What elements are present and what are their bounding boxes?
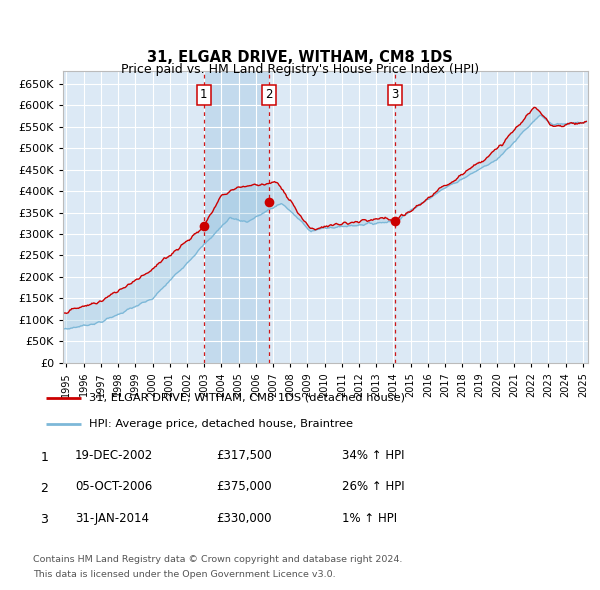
Text: HPI: Average price, detached house, Braintree: HPI: Average price, detached house, Brai… (89, 419, 353, 429)
Text: £317,500: £317,500 (216, 449, 272, 462)
Text: 3: 3 (40, 513, 49, 526)
Bar (203, 71, 269, 363)
Text: 31, ELGAR DRIVE, WITHAM, CM8 1DS (detached house): 31, ELGAR DRIVE, WITHAM, CM8 1DS (detach… (89, 393, 405, 403)
Text: 31, ELGAR DRIVE, WITHAM, CM8 1DS: 31, ELGAR DRIVE, WITHAM, CM8 1DS (147, 50, 453, 65)
Text: 3: 3 (391, 88, 398, 101)
Text: £375,000: £375,000 (216, 480, 272, 493)
Text: This data is licensed under the Open Government Licence v3.0.: This data is licensed under the Open Gov… (33, 570, 335, 579)
Text: 2: 2 (40, 482, 49, 495)
Text: £330,000: £330,000 (216, 512, 271, 525)
Text: 1% ↑ HPI: 1% ↑ HPI (342, 512, 397, 525)
Text: 19-DEC-2002: 19-DEC-2002 (75, 449, 153, 462)
Text: Contains HM Land Registry data © Crown copyright and database right 2024.: Contains HM Land Registry data © Crown c… (33, 555, 403, 563)
Text: 26% ↑ HPI: 26% ↑ HPI (342, 480, 404, 493)
Text: 1: 1 (40, 451, 49, 464)
Text: 34% ↑ HPI: 34% ↑ HPI (342, 449, 404, 462)
Text: 1: 1 (200, 88, 208, 101)
Text: 05-OCT-2006: 05-OCT-2006 (75, 480, 152, 493)
Text: Price paid vs. HM Land Registry's House Price Index (HPI): Price paid vs. HM Land Registry's House … (121, 63, 479, 76)
Text: 31-JAN-2014: 31-JAN-2014 (75, 512, 149, 525)
Text: 2: 2 (265, 88, 272, 101)
